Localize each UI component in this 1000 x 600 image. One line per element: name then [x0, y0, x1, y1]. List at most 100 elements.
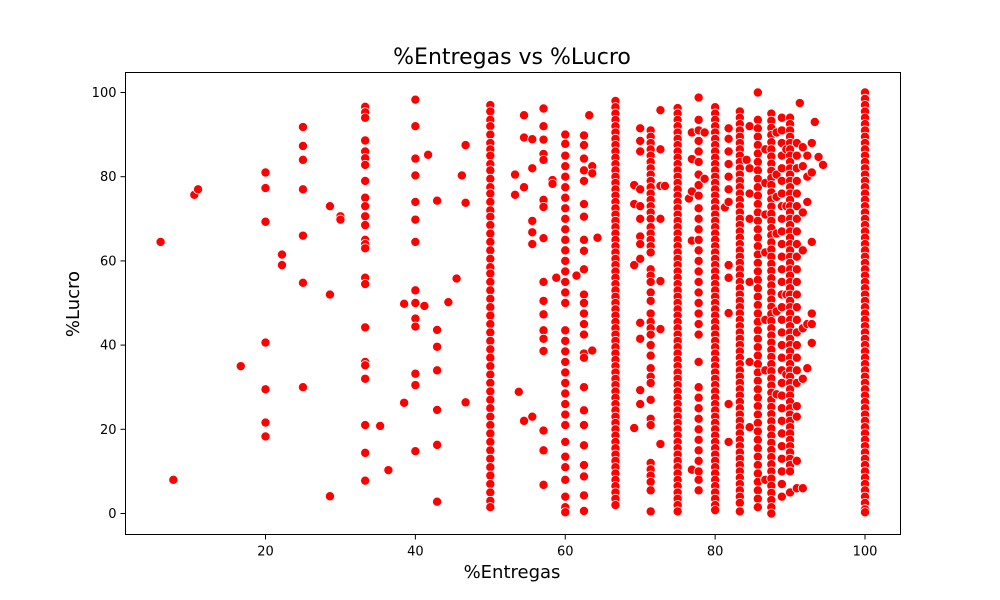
data-point — [560, 462, 571, 473]
data-point — [485, 453, 496, 464]
data-point — [776, 213, 787, 224]
data-point — [360, 475, 371, 486]
chart-title: %Entregas vs %Lucro — [393, 45, 631, 70]
data-point — [485, 106, 496, 117]
data-point — [752, 87, 763, 98]
x-tick-label: 60 — [557, 545, 574, 560]
data-point — [752, 241, 763, 252]
data-point — [485, 276, 496, 287]
data-point — [645, 340, 656, 351]
data-point — [485, 211, 496, 222]
data-point — [752, 451, 763, 462]
data-point — [519, 415, 530, 426]
data-point — [744, 163, 755, 174]
data-point — [693, 392, 704, 403]
plot-area — [125, 72, 901, 535]
data-point — [776, 390, 787, 401]
data-point — [791, 239, 802, 250]
data-point — [635, 385, 646, 396]
data-point — [776, 340, 787, 351]
data-point — [578, 505, 589, 516]
data-point — [578, 352, 589, 363]
data-point — [791, 175, 802, 186]
data-point — [510, 169, 521, 180]
data-point — [776, 441, 787, 452]
data-point — [560, 182, 571, 193]
data-point — [776, 466, 787, 477]
data-point — [723, 146, 734, 157]
data-point — [578, 382, 589, 393]
data-point — [485, 245, 496, 256]
data-point — [776, 188, 787, 199]
data-point — [193, 184, 204, 195]
data-point — [485, 302, 496, 313]
data-point — [752, 384, 763, 395]
data-point — [655, 105, 666, 116]
data-point — [360, 175, 371, 186]
data-point — [560, 491, 571, 502]
data-point — [806, 167, 817, 178]
data-point — [260, 384, 271, 395]
data-point — [485, 394, 496, 405]
data-point — [578, 440, 589, 451]
data-point — [723, 171, 734, 182]
data-point — [560, 213, 571, 224]
data-point — [752, 392, 763, 403]
data-point — [485, 502, 496, 513]
data-point — [297, 122, 308, 133]
data-point — [485, 319, 496, 330]
data-point — [485, 462, 496, 473]
data-point — [693, 180, 704, 191]
data-point — [360, 112, 371, 123]
data-point — [578, 460, 589, 471]
data-point — [776, 239, 787, 250]
x-tick-label: 80 — [707, 545, 724, 560]
data-point — [324, 491, 335, 502]
data-point — [578, 130, 589, 141]
data-point — [560, 420, 571, 431]
data-point — [791, 150, 802, 161]
data-point — [560, 325, 571, 336]
data-point — [791, 264, 802, 275]
data-point — [578, 289, 589, 300]
data-point — [560, 474, 571, 485]
data-point — [693, 224, 704, 235]
data-point — [752, 266, 763, 277]
data-point — [635, 253, 646, 264]
data-point — [752, 485, 763, 496]
data-point — [645, 394, 656, 405]
data-point — [560, 367, 571, 378]
data-point — [260, 337, 271, 348]
data-point — [699, 173, 710, 184]
data-point — [791, 213, 802, 224]
data-point — [693, 297, 704, 308]
data-point — [276, 249, 287, 260]
data-point — [806, 236, 817, 247]
data-point — [797, 373, 808, 384]
data-point — [510, 189, 521, 200]
data-point — [578, 405, 589, 416]
data-point — [485, 445, 496, 456]
data-point — [776, 327, 787, 338]
data-point — [791, 201, 802, 212]
data-point — [560, 266, 571, 277]
data-point — [791, 401, 802, 412]
data-point — [723, 272, 734, 283]
data-point — [791, 365, 802, 376]
data-point — [560, 150, 571, 161]
data-point — [578, 199, 589, 210]
data-point — [645, 213, 656, 224]
data-point — [560, 377, 571, 388]
data-point — [752, 375, 763, 386]
data-point — [538, 154, 549, 165]
data-point — [655, 144, 666, 155]
data-point — [809, 116, 820, 127]
data-point — [399, 298, 410, 309]
data-point — [297, 184, 308, 195]
data-point — [797, 161, 808, 172]
data-point — [797, 207, 808, 218]
data-point — [693, 382, 704, 393]
data-point — [485, 411, 496, 422]
data-point — [578, 319, 589, 330]
data-point — [752, 300, 763, 311]
